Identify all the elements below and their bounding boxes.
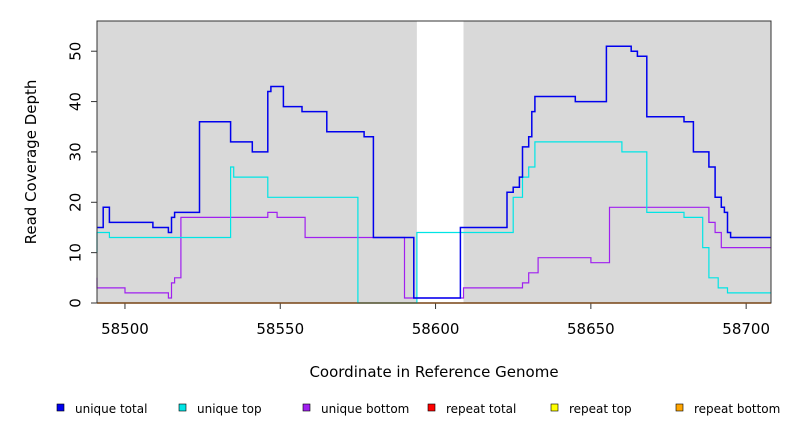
y-tick-label: 20 xyxy=(67,193,85,212)
gap-region xyxy=(416,21,464,303)
y-tick-label: 40 xyxy=(67,92,85,111)
series-line-unique-total xyxy=(97,45,771,299)
x-tick-label: 58550 xyxy=(256,320,304,338)
y-tick-label: 30 xyxy=(67,142,85,161)
legend-label: unique total xyxy=(75,402,147,416)
legend-swatch xyxy=(178,403,187,412)
legend-item-unique-total: unique total xyxy=(56,402,147,416)
y-tick-label: 10 xyxy=(67,243,85,262)
legend-label: repeat total xyxy=(446,402,516,416)
x-tick-label: 58650 xyxy=(567,320,615,338)
legend-item-unique-top: unique top xyxy=(178,402,262,416)
legend-swatch xyxy=(302,403,311,412)
plot-background xyxy=(97,21,771,303)
tick-marks xyxy=(91,50,747,309)
legend: unique total unique top unique bottom repea… xyxy=(56,402,780,416)
y-tick-labels: 0 10 20 30 40 50 xyxy=(67,42,85,308)
legend-item-repeat-total: repeat total xyxy=(427,402,516,416)
plot-frame xyxy=(96,20,772,304)
series-line-unique-top xyxy=(96,141,771,304)
legend-label: unique bottom xyxy=(321,402,409,416)
legend-label: unique top xyxy=(197,402,262,416)
legend-item-repeat-top: repeat top xyxy=(550,402,632,416)
legend-label: repeat bottom xyxy=(694,402,780,416)
x-axis-title: Coordinate in Reference Genome xyxy=(309,363,558,381)
legend-swatch xyxy=(427,403,436,412)
x-tick-label: 58600 xyxy=(412,320,460,338)
legend-item-repeat-bottom: repeat bottom xyxy=(675,402,780,416)
x-tick-labels: 58500 58550 58600 58650 58700 xyxy=(101,320,770,338)
x-tick-label: 58500 xyxy=(101,320,149,338)
legend-swatch xyxy=(56,403,65,412)
y-axis-title: Read Coverage Depth xyxy=(22,80,40,245)
plot-panel-right xyxy=(463,21,771,303)
plot-panel-left xyxy=(97,21,417,303)
x-tick-label: 58700 xyxy=(722,320,770,338)
legend-swatch xyxy=(550,403,559,412)
legend-item-unique-bottom: unique bottom xyxy=(302,402,409,416)
legend-swatch xyxy=(675,403,684,412)
y-tick-label: 50 xyxy=(67,42,85,61)
y-tick-label: 0 xyxy=(67,298,85,308)
legend-label: repeat top xyxy=(569,402,632,416)
series-line-unique-bottom xyxy=(96,206,771,299)
